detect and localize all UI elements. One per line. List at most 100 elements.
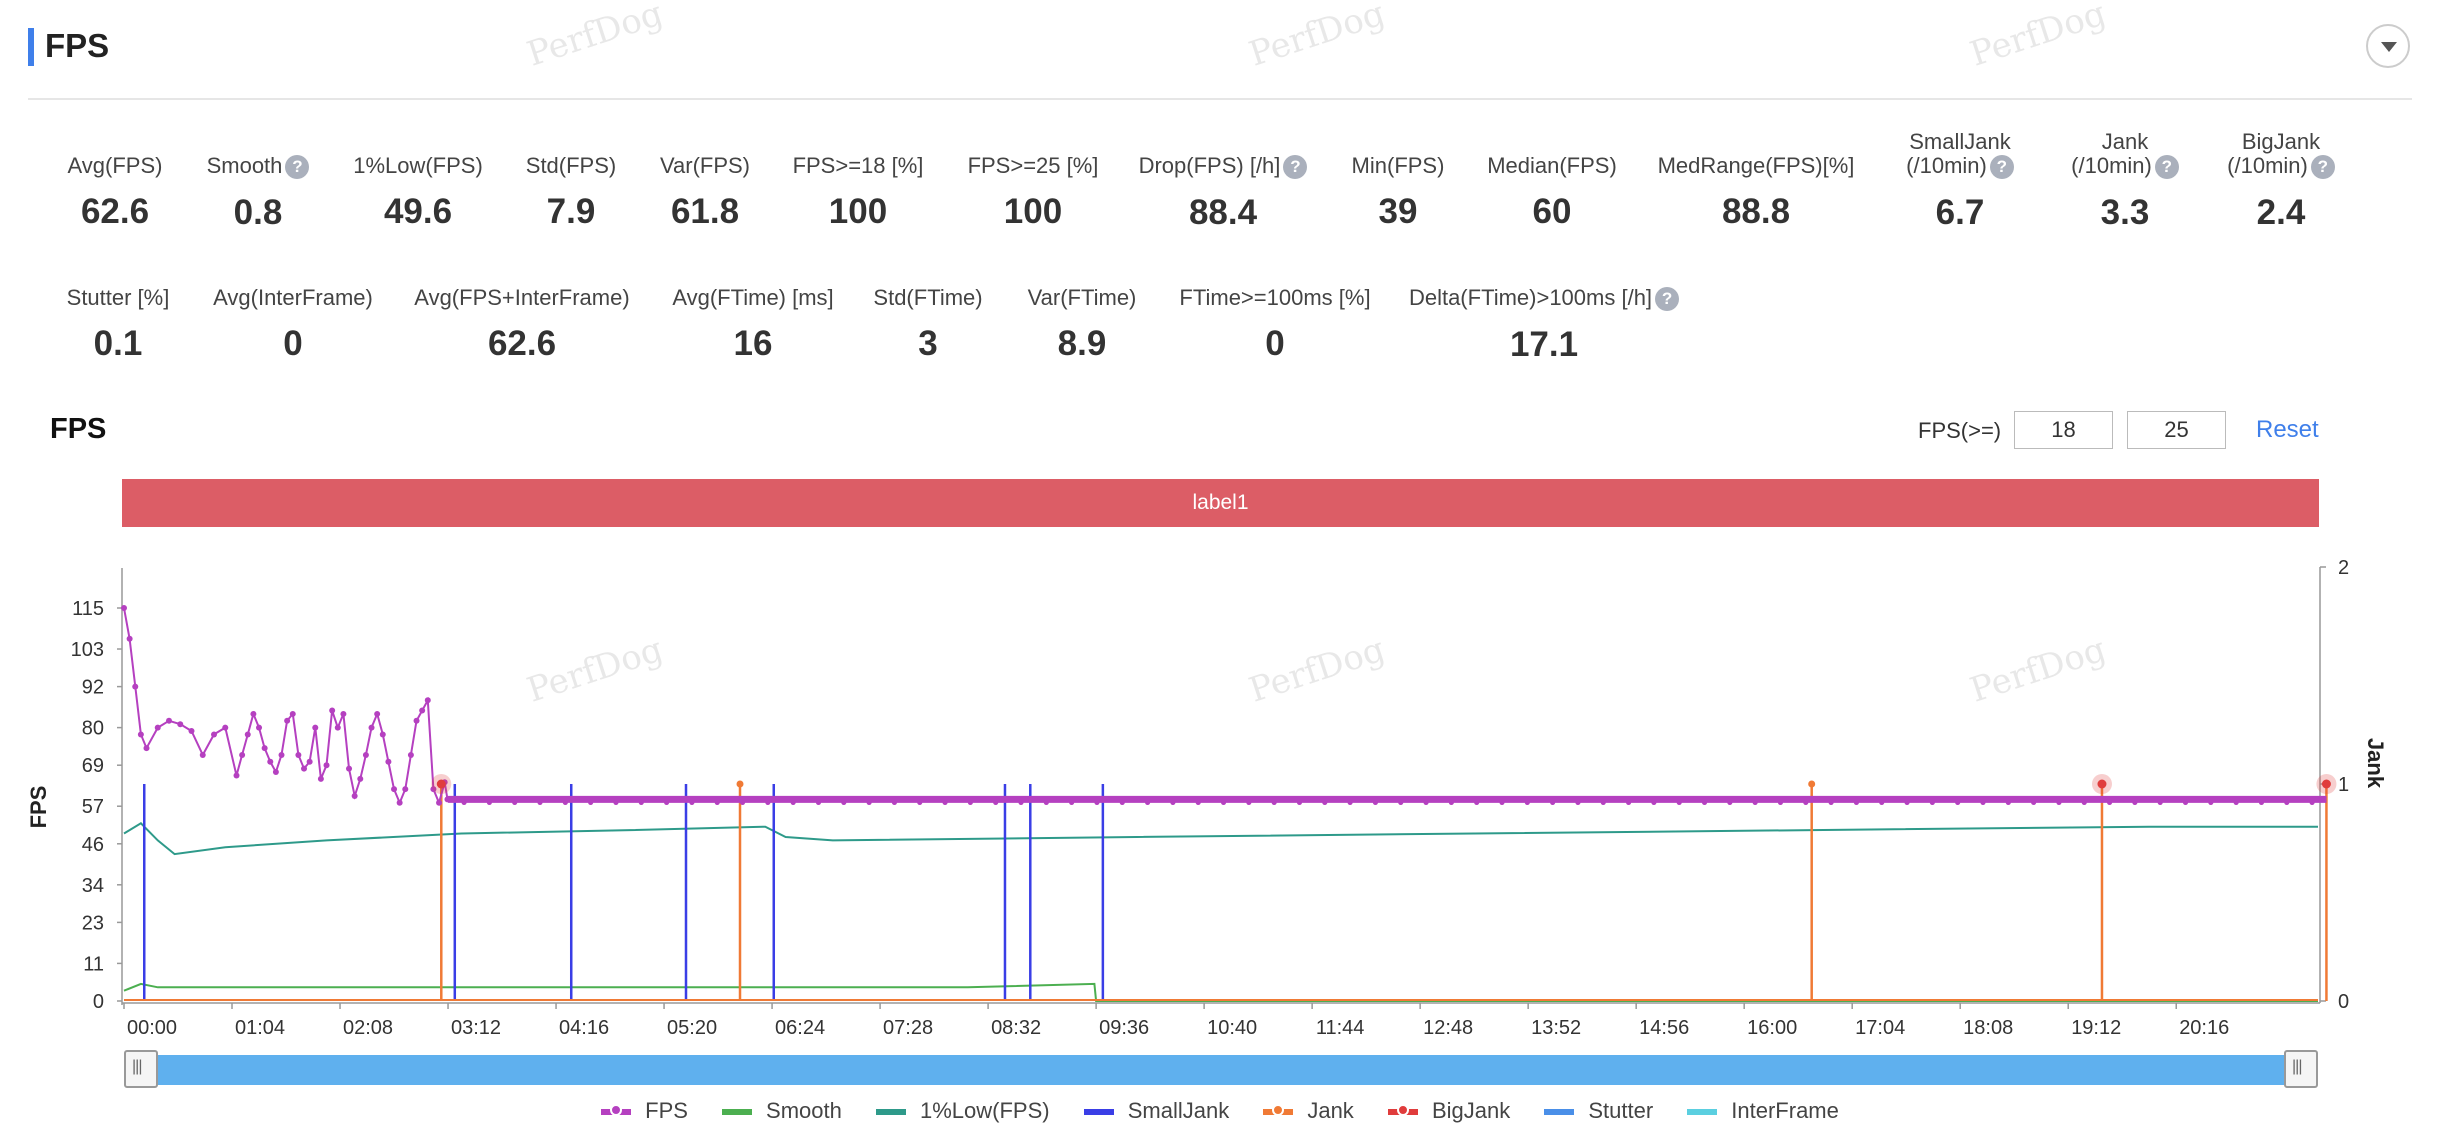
fps-point — [1107, 796, 1113, 802]
fps-point — [550, 796, 556, 802]
x-tick-label: 03:12 — [451, 1017, 501, 1039]
x-tick-label: 12:48 — [1423, 1017, 1473, 1039]
slider-left-handle[interactable] — [124, 1050, 158, 1088]
fps-point — [256, 724, 263, 731]
fps-point — [188, 728, 195, 735]
stat-bigjank-10min: BigJank (/10min)? 2.4 — [2131, 130, 2431, 233]
fps-point — [499, 796, 505, 802]
fps-point — [1233, 796, 1239, 802]
fps-point — [2296, 796, 2303, 802]
legend-smooth[interactable]: Smooth — [722, 1098, 842, 1124]
fps-point — [340, 710, 347, 717]
series-1-low-fps — [123, 822, 2318, 856]
fps-point — [407, 751, 414, 758]
fps-chart[interactable]: 0 11 23 34 46 57 69 80 92 103 115 0 1 2 FPS Jank 00:00 01… — [0, 540, 2440, 1060]
stat-value: 6.7 — [1935, 193, 1985, 233]
fps-point — [1651, 799, 1657, 805]
stat-fps-18: FPS>=18 [%] 100 — [708, 154, 1008, 232]
fps-point — [1550, 799, 1556, 805]
label-band[interactable]: label1 — [122, 479, 2319, 527]
reset-button[interactable]: Reset — [2256, 416, 2319, 443]
fps-point — [1499, 799, 1505, 805]
x-tick-label: 10:40 — [1207, 1017, 1257, 1039]
fps-point — [955, 796, 961, 802]
stat-label: Median(FPS) — [1487, 153, 1617, 178]
fps-point — [430, 786, 437, 793]
x-tick-label: 13:52 — [1531, 1017, 1581, 1039]
fps-point — [211, 731, 218, 738]
fps-point — [1144, 799, 1151, 805]
fps-point — [1701, 799, 1708, 805]
fps-point — [2132, 799, 2138, 805]
help-icon[interactable]: ? — [1989, 155, 2014, 180]
fps-point — [1069, 799, 1075, 805]
fps-point — [385, 758, 392, 765]
x-tick-label: 09:36 — [1099, 1017, 1149, 1039]
fps-point — [1879, 799, 1885, 805]
y-tick-label: 0 — [93, 991, 104, 1013]
fps-point — [2246, 796, 2252, 802]
help-icon[interactable]: ? — [1655, 287, 1680, 312]
fps-point — [2144, 796, 2151, 802]
fps-point — [2220, 796, 2227, 802]
fps-point — [2018, 796, 2024, 802]
fps-point — [486, 799, 492, 805]
stat-label: MedRange(FPS)[%] — [1657, 153, 1855, 178]
fps-point — [1271, 799, 1277, 805]
fps-point — [1727, 799, 1733, 805]
help-icon[interactable]: ? — [2310, 155, 2335, 180]
fps-threshold-input-1[interactable] — [2014, 411, 2113, 449]
legend-stutter[interactable]: Stutter — [1544, 1098, 1653, 1124]
stat-avg-interframe: Avg(InterFrame) 0 — [143, 286, 443, 364]
fps-point — [1891, 796, 1897, 802]
fps-point — [250, 710, 257, 717]
fps-point — [2157, 799, 2163, 805]
fps-point — [689, 799, 695, 805]
fps-point — [1461, 796, 1467, 802]
fps-point — [1385, 796, 1391, 802]
stat-label: Avg(InterFrame) — [213, 285, 373, 310]
stat-value: 17.1 — [1509, 325, 1579, 365]
fps-point — [600, 796, 606, 802]
help-icon[interactable]: ? — [2154, 155, 2179, 180]
help-icon[interactable]: ? — [285, 155, 310, 180]
fps-point — [1917, 796, 1923, 802]
fps-point — [1714, 796, 1720, 802]
fps-point — [1638, 796, 1644, 802]
stat-ftime-100ms: FTime>=100ms [%] 0 — [1125, 286, 1425, 364]
fps-threshold-label: FPS(>=) — [1918, 418, 2002, 443]
legend-bigjank[interactable]: BigJank — [1387, 1098, 1510, 1124]
y2-tick-label: 1 — [2338, 774, 2349, 796]
legend-fps[interactable]: FPS — [601, 1098, 688, 1124]
fps-point — [334, 724, 341, 731]
legend-smalljank[interactable]: SmallJank — [1083, 1098, 1229, 1124]
fps-point — [351, 792, 358, 799]
legend-jank[interactable]: Jank — [1263, 1098, 1354, 1124]
x-tick-label: 16:00 — [1747, 1017, 1797, 1039]
fps-point — [301, 765, 308, 772]
y-tick-label: 46 — [82, 834, 104, 856]
legend-1-low-fps[interactable]: 1%Low(FPS) — [876, 1098, 1050, 1124]
fps-point — [2208, 799, 2214, 805]
fps-point — [2195, 796, 2201, 802]
slider-right-handle[interactable] — [2284, 1050, 2318, 1088]
fps-point — [663, 799, 670, 805]
fps-point — [1904, 799, 1910, 805]
fps-point — [1372, 799, 1379, 805]
stat-value: 100 — [1003, 192, 1063, 231]
legend-interframe[interactable]: InterFrame — [1687, 1098, 1839, 1124]
help-icon[interactable]: ? — [1283, 155, 1308, 180]
fps-point — [267, 758, 274, 765]
fps-point — [1410, 796, 1416, 802]
collapse-toggle-button[interactable] — [2366, 24, 2410, 68]
stat-value: 16 — [733, 324, 773, 363]
fps-point — [1119, 799, 1125, 805]
time-range-slider[interactable] — [124, 1055, 2318, 1085]
fps-threshold-input-2[interactable] — [2127, 411, 2226, 449]
fps-point — [1208, 796, 1214, 802]
fps-point — [278, 751, 285, 758]
y2-axis-label: Jank — [2363, 738, 2388, 789]
fps-point — [1334, 796, 1341, 802]
stat-delta-ftime-100ms-h: Delta(FTime)>100ms [/h]? 17.1 — [1394, 286, 1694, 365]
stat-label: BigJank (/10min)? — [2131, 130, 2431, 180]
